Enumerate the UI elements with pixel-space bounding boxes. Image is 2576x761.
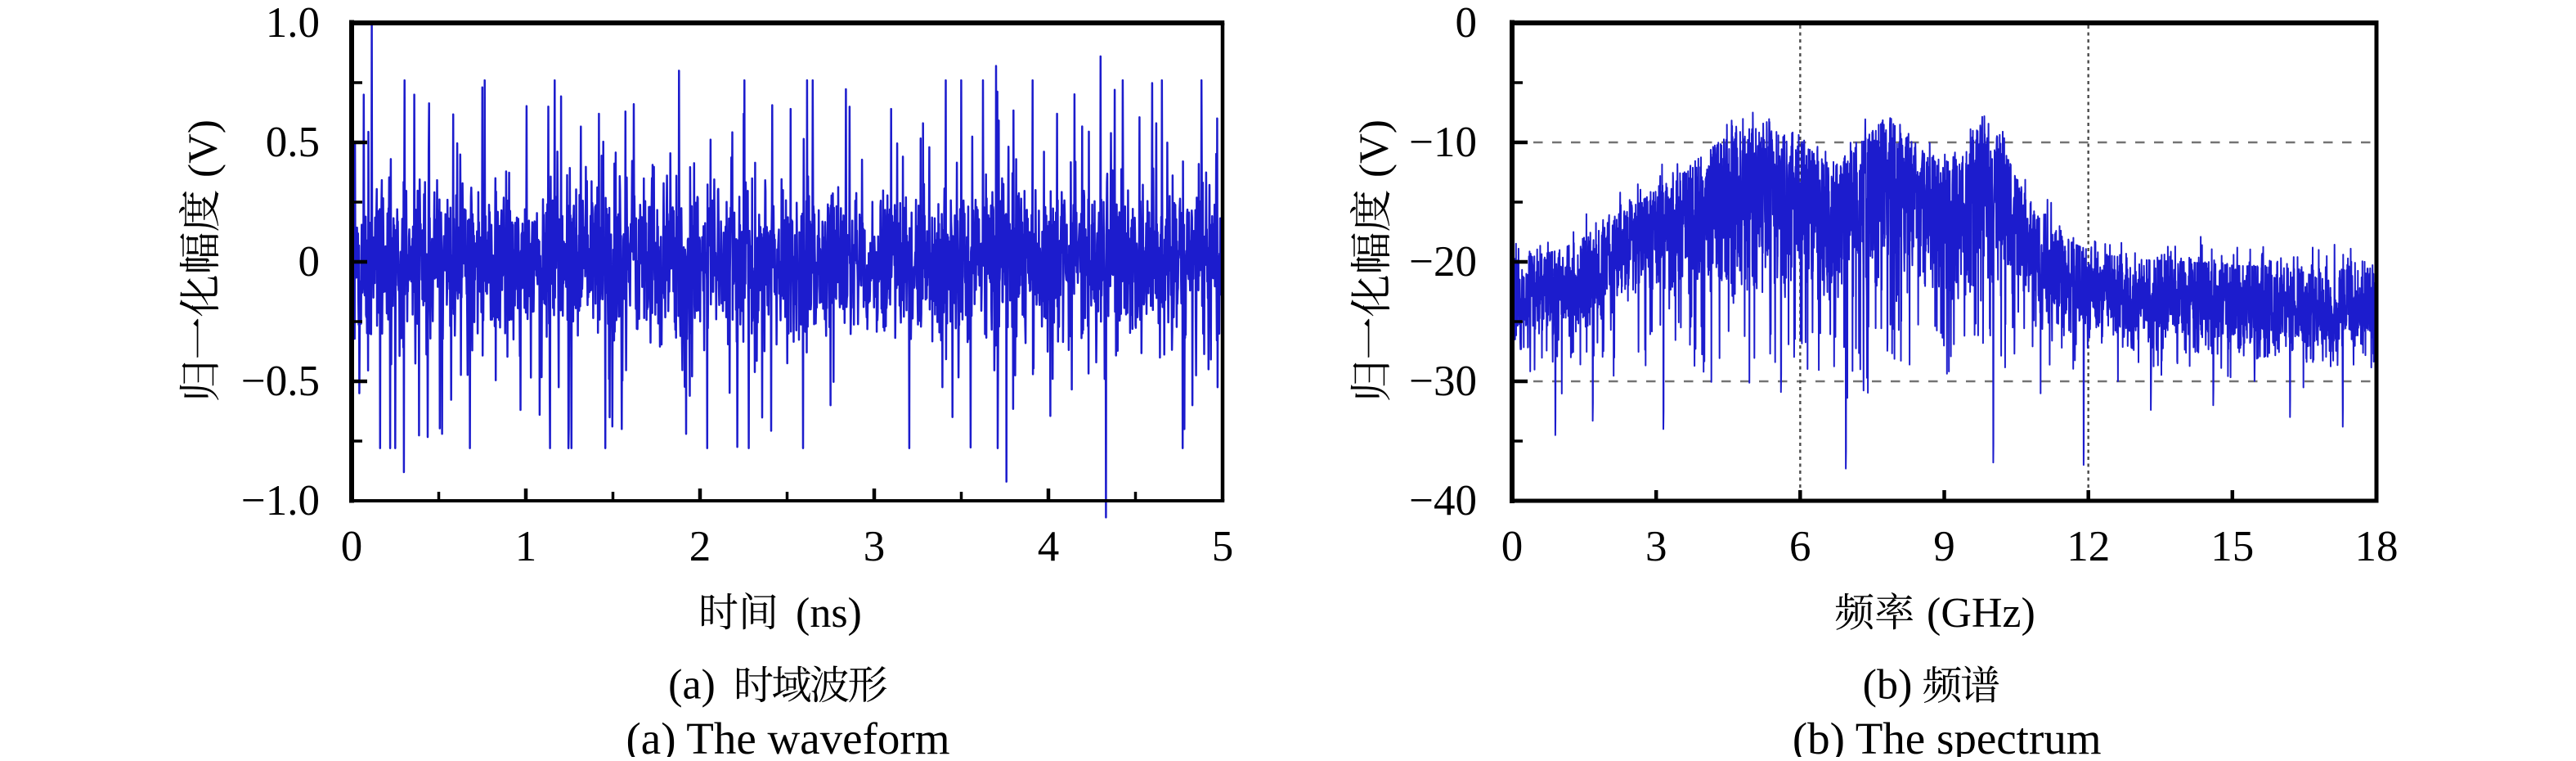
svg-text:(b) The spectrum: (b) The spectrum	[1793, 714, 2102, 757]
svg-text:3: 3	[1645, 523, 1667, 570]
svg-text:0.5: 0.5	[266, 119, 320, 166]
svg-text:1.0: 1.0	[266, 0, 320, 47]
svg-text:−1.0: −1.0	[241, 477, 320, 525]
svg-text:(a) The waveform: (a) The waveform	[626, 714, 949, 757]
svg-text:4: 4	[1038, 523, 1060, 570]
svg-text:(GHz): (GHz)	[1927, 590, 2035, 637]
svg-text:−0.5: −0.5	[241, 358, 320, 405]
svg-text:−30: −30	[1409, 358, 1477, 405]
svg-text:2: 2	[689, 523, 711, 570]
svg-text:15: 15	[2210, 523, 2254, 570]
svg-text:18: 18	[2355, 523, 2399, 570]
svg-text:(a): (a)	[668, 662, 716, 709]
svg-text:(b): (b)	[1863, 662, 1913, 709]
svg-text:0: 0	[341, 523, 363, 570]
svg-text:0: 0	[1501, 523, 1524, 570]
svg-text:12: 12	[2067, 523, 2110, 570]
svg-text:−40: −40	[1409, 477, 1477, 525]
svg-text:5: 5	[1212, 523, 1234, 570]
svg-text:3: 3	[864, 523, 886, 570]
svg-text:1: 1	[515, 523, 537, 570]
svg-text:(V): (V)	[181, 119, 227, 178]
svg-text:0: 0	[1456, 0, 1478, 47]
svg-text:9: 9	[1933, 523, 1955, 570]
svg-text:−10: −10	[1409, 119, 1477, 166]
svg-text:(ns): (ns)	[796, 590, 862, 637]
svg-text:(V): (V)	[1352, 119, 1398, 178]
svg-text:0: 0	[298, 238, 321, 286]
svg-text:−20: −20	[1409, 238, 1477, 286]
svg-text:6: 6	[1789, 523, 1811, 570]
